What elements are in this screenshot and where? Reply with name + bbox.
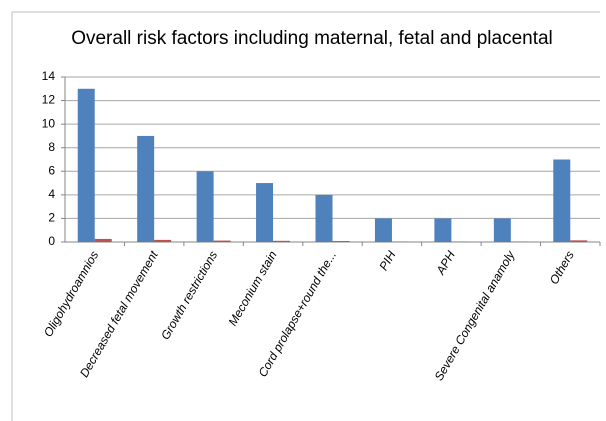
y-tick-label: 0 bbox=[48, 234, 55, 248]
y-tick-label: 12 bbox=[42, 93, 56, 107]
bar bbox=[374, 218, 392, 242]
bar bbox=[315, 194, 333, 242]
bar bbox=[213, 240, 231, 242]
y-tick-label: 2 bbox=[48, 211, 55, 225]
bar bbox=[273, 240, 291, 242]
bar bbox=[77, 88, 95, 243]
y-tick-label: 4 bbox=[48, 187, 55, 201]
y-tick-label: 6 bbox=[48, 163, 55, 177]
bar bbox=[493, 218, 511, 242]
chart-title: Overall risk factors including maternal,… bbox=[71, 28, 553, 49]
chart-border bbox=[11, 11, 600, 421]
y-tick-label: 14 bbox=[42, 69, 56, 83]
y-tick-label: 8 bbox=[48, 140, 55, 154]
bar bbox=[154, 239, 172, 242]
bar bbox=[570, 240, 588, 242]
bar bbox=[256, 183, 274, 242]
bar bbox=[434, 218, 452, 242]
bar bbox=[332, 241, 350, 242]
bar bbox=[196, 171, 214, 242]
bar bbox=[94, 238, 112, 242]
y-tick-label: 10 bbox=[42, 116, 56, 130]
bar bbox=[553, 159, 571, 242]
bar bbox=[137, 135, 155, 242]
